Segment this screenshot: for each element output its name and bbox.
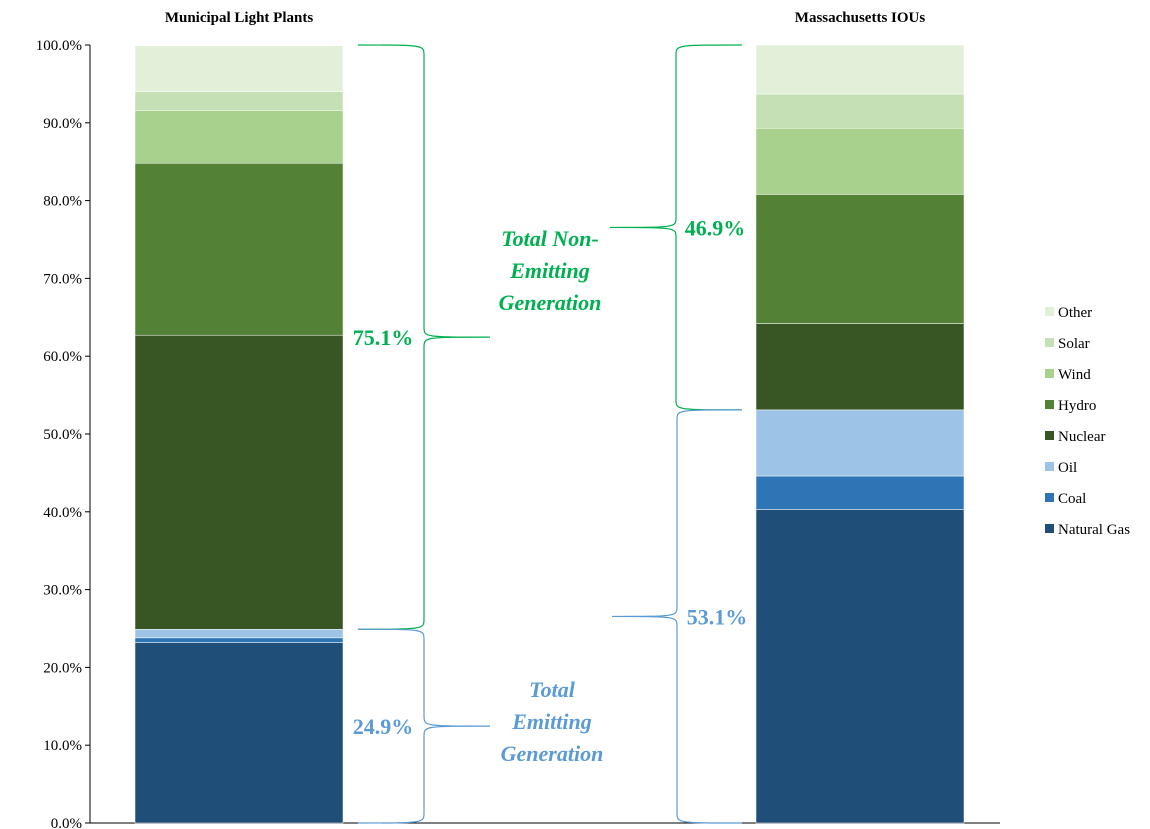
bar-segment bbox=[134, 642, 344, 824]
legend-swatch bbox=[1045, 431, 1054, 440]
legend-label: Hydro bbox=[1058, 398, 1096, 414]
legend: Other Solar Wind Hydro Nuclear Oil Coal Natural… bbox=[1045, 305, 1130, 538]
y-tick-label: 60.0% bbox=[43, 349, 82, 365]
legend-swatch bbox=[1045, 493, 1054, 502]
y-tick-label: 10.0% bbox=[43, 738, 82, 754]
bar-segment bbox=[755, 194, 965, 324]
non-emitting-label: Emitting bbox=[509, 258, 589, 283]
bar-segment bbox=[755, 93, 965, 129]
bar-segment bbox=[134, 91, 344, 111]
legend-label: Solar bbox=[1058, 336, 1090, 352]
bracket bbox=[357, 628, 491, 824]
emitting-iou-value: 53.1% bbox=[687, 604, 748, 629]
category-label: Massachusetts IOUs bbox=[795, 10, 926, 26]
y-tick-label: 30.0% bbox=[43, 583, 82, 599]
emitting-label: Emitting bbox=[511, 709, 591, 734]
legend-swatch bbox=[1045, 307, 1054, 316]
non-emitting-iou-value: 46.9% bbox=[685, 215, 746, 240]
y-tick-label: 20.0% bbox=[43, 660, 82, 676]
y-tick-label: 100.0% bbox=[36, 38, 82, 54]
y-tick-label: 70.0% bbox=[43, 271, 82, 287]
non-emitting-label: Generation bbox=[499, 290, 602, 315]
bar-segment bbox=[755, 323, 965, 411]
legend-label: Other bbox=[1058, 305, 1092, 321]
emitting-label: Generation bbox=[501, 741, 604, 766]
emitting-label: Total bbox=[529, 677, 576, 702]
bracket bbox=[609, 44, 743, 411]
bar-segment bbox=[755, 44, 965, 95]
y-tick-label: 50.0% bbox=[43, 427, 82, 443]
bracket bbox=[611, 409, 743, 824]
y-tick-label: 80.0% bbox=[43, 194, 82, 210]
legend-label: Coal bbox=[1058, 491, 1086, 507]
legend-label: Nuclear bbox=[1058, 429, 1105, 445]
bar-segment bbox=[134, 45, 344, 92]
bars: Municipal Light Plants Massachusetts IOUs bbox=[134, 10, 965, 824]
legend-label: Wind bbox=[1058, 367, 1091, 383]
legend-swatch bbox=[1045, 524, 1054, 533]
bar-segment bbox=[134, 163, 344, 336]
y-tick-label: 90.0% bbox=[43, 116, 82, 132]
bar-segment bbox=[755, 127, 965, 195]
category-label: Municipal Light Plants bbox=[165, 10, 314, 26]
legend-label: Oil bbox=[1058, 460, 1077, 476]
brackets: 75.1% 46.9% Total Non- Emitting Generation 24… bbox=[353, 44, 748, 824]
bar-segment bbox=[134, 110, 344, 164]
legend-swatch bbox=[1045, 369, 1054, 378]
bar-segment bbox=[755, 509, 965, 824]
bracket bbox=[357, 44, 491, 630]
y-axis: 0.0% 10.0% 20.0% 30.0% 40.0% 50.0% 60.0% 70.0% 8… bbox=[36, 38, 1000, 829]
legend-label: Natural Gas bbox=[1058, 522, 1130, 538]
non-emitting-municipal-value: 75.1% bbox=[353, 325, 414, 350]
y-tick-label: 0.0% bbox=[51, 816, 82, 829]
legend-swatch bbox=[1045, 338, 1054, 347]
bar-segment bbox=[134, 629, 344, 639]
emitting-municipal-value: 24.9% bbox=[353, 714, 414, 739]
bar-segment bbox=[134, 334, 344, 630]
bar-segment bbox=[134, 637, 344, 643]
legend-swatch bbox=[1045, 462, 1054, 471]
bar-segment bbox=[755, 409, 965, 477]
legend-swatch bbox=[1045, 400, 1054, 409]
non-emitting-label: Total Non- bbox=[501, 226, 599, 251]
y-tick-label: 40.0% bbox=[43, 505, 82, 521]
bar-segment bbox=[755, 475, 965, 510]
